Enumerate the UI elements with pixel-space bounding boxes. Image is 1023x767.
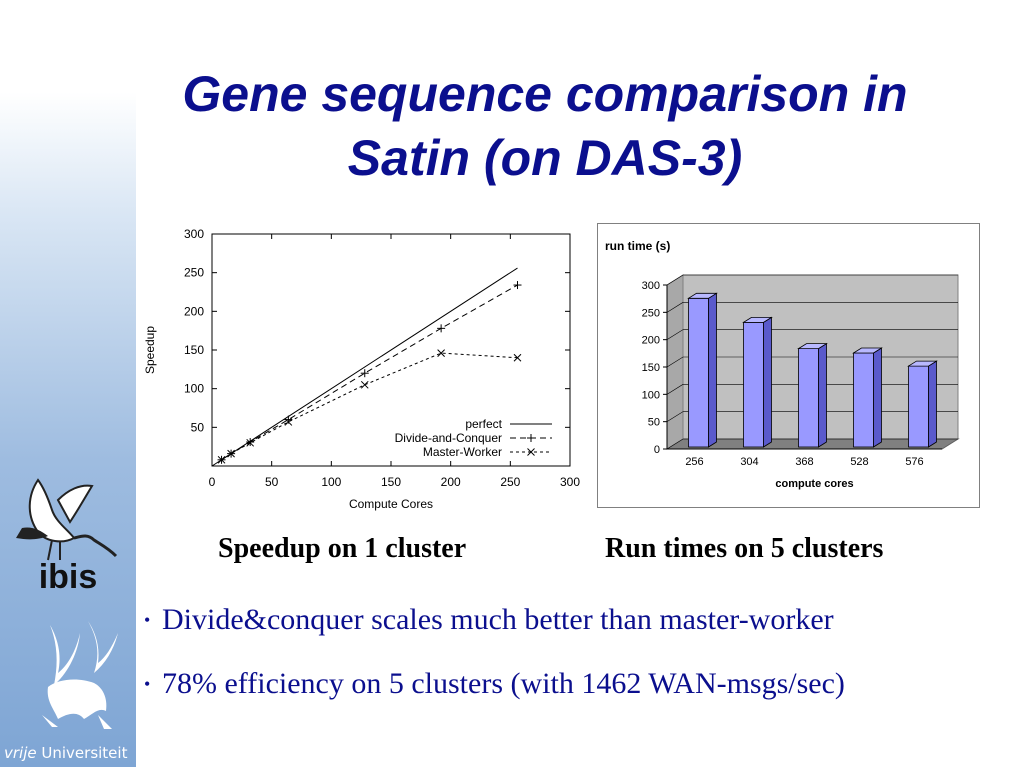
sidebar-gradient	[0, 0, 136, 767]
x-tick-label: 300	[560, 475, 580, 489]
bar-256	[687, 292, 718, 448]
y-tick-label: 200	[642, 335, 660, 347]
chart-title: run time (s)	[605, 239, 670, 253]
y-tick-label: 100	[642, 389, 660, 401]
x-tick-label: 256	[685, 456, 703, 468]
data-point	[284, 418, 293, 426]
caption-speedup: Speedup on 1 cluster	[218, 533, 467, 564]
series-0	[211, 267, 518, 467]
data-point	[246, 438, 255, 447]
bar-front	[743, 321, 764, 448]
title-line-2: Satin (on DAS-3)	[347, 130, 743, 186]
data-point	[437, 349, 445, 357]
bar-front	[688, 297, 709, 448]
x-axis-label: Compute Cores	[349, 497, 433, 511]
y-tick-label: 150	[184, 343, 204, 357]
x-tick-label: 250	[500, 475, 520, 489]
vu-griffin-logo	[42, 621, 118, 729]
gridline	[666, 274, 958, 286]
bullet-item: • 78% efficiency on 5 clusters (with 146…	[142, 662, 1012, 726]
y-tick-label: 250	[642, 307, 660, 319]
series-2	[217, 349, 522, 464]
gridline	[666, 329, 958, 340]
y-tick-label: 300	[184, 227, 204, 241]
x-tick-label: 528	[850, 456, 868, 468]
bullet-dot: •	[144, 674, 151, 694]
bar-304	[742, 316, 773, 448]
bar-side	[708, 292, 717, 448]
legend-label: perfect	[465, 417, 502, 431]
bar-side	[873, 347, 882, 448]
series-line	[211, 267, 518, 467]
x-tick-label: 304	[740, 456, 758, 468]
vu-wordmark-main: Universiteit	[41, 744, 128, 762]
bullet-item: • Divide&conquer scales much better than…	[142, 598, 1012, 662]
data-point	[527, 448, 535, 456]
data-point	[360, 380, 369, 389]
runtime-chart: run time (s) 0 50 100 150 200 250 300 256 304 368 5…	[597, 223, 980, 508]
y-tick-label: 100	[184, 382, 204, 396]
y-tick-label: 0	[654, 444, 660, 456]
speedup-chart: 0 50 100 150 200 250 300 50 100 150 200 250 300 Compu…	[143, 227, 580, 511]
x-tick-label: 368	[795, 456, 813, 468]
bar-top	[797, 343, 828, 349]
bar-side	[928, 360, 937, 448]
data-point	[513, 353, 522, 362]
bullet-dot: •	[144, 610, 151, 630]
gridline	[666, 302, 958, 313]
bar-top	[742, 316, 773, 323]
legend-label: Master-Worker	[423, 445, 502, 459]
bar-576	[907, 360, 938, 448]
x-tick-label: 100	[321, 475, 341, 489]
bar-front	[908, 365, 929, 448]
legend-label: Divide-and-Conquer	[395, 431, 502, 445]
x-tick-label: 0	[209, 475, 216, 489]
y-tick-label: 50	[191, 420, 205, 434]
bar-top	[907, 360, 938, 367]
bar-front	[798, 348, 819, 448]
vu-wordmark: vrije Universiteit	[4, 744, 136, 762]
bar-front	[853, 352, 874, 448]
caption-runtimes: Run times on 5 clusters	[605, 533, 884, 564]
bullet-list: • Divide&conquer scales much better than…	[142, 598, 1012, 726]
y-tick-label: 200	[184, 304, 204, 318]
slide-title: Gene sequence comparison in Satin (on DA…	[80, 62, 1010, 190]
bar-side	[818, 342, 827, 448]
griffin-icon	[42, 621, 118, 729]
bar-528	[852, 347, 883, 448]
bar-368	[797, 342, 828, 448]
x-tick-label: 576	[905, 456, 923, 468]
data-point	[227, 449, 235, 458]
title-line-1: Gene sequence comparison in	[182, 66, 908, 122]
x-tick-label: 200	[441, 475, 461, 489]
ibis-logo-text: ibis	[39, 558, 98, 595]
x-tick-label: 150	[381, 475, 401, 489]
bullet-text: Divide&conquer scales much better than m…	[162, 603, 834, 636]
x-axis-label: compute cores	[775, 478, 853, 490]
vu-wordmark-italic: vrije	[4, 744, 37, 762]
bar-top	[852, 347, 883, 354]
y-tick-label: 150	[642, 362, 660, 374]
data-point	[217, 455, 226, 464]
y-tick-label: 300	[642, 280, 660, 292]
ibis-logo: ibis	[16, 478, 118, 595]
y-tick-label: 250	[184, 266, 204, 280]
y-tick-label: 50	[648, 417, 660, 429]
bullet-text: 78% efficiency on 5 clusters (with 1462 …	[162, 667, 845, 700]
x-tick-label: 50	[265, 475, 279, 489]
bar-side	[763, 316, 772, 448]
y-axis-label: Speedup	[143, 326, 157, 374]
ibis-bird-icon	[16, 478, 118, 561]
bar-top	[687, 292, 718, 299]
